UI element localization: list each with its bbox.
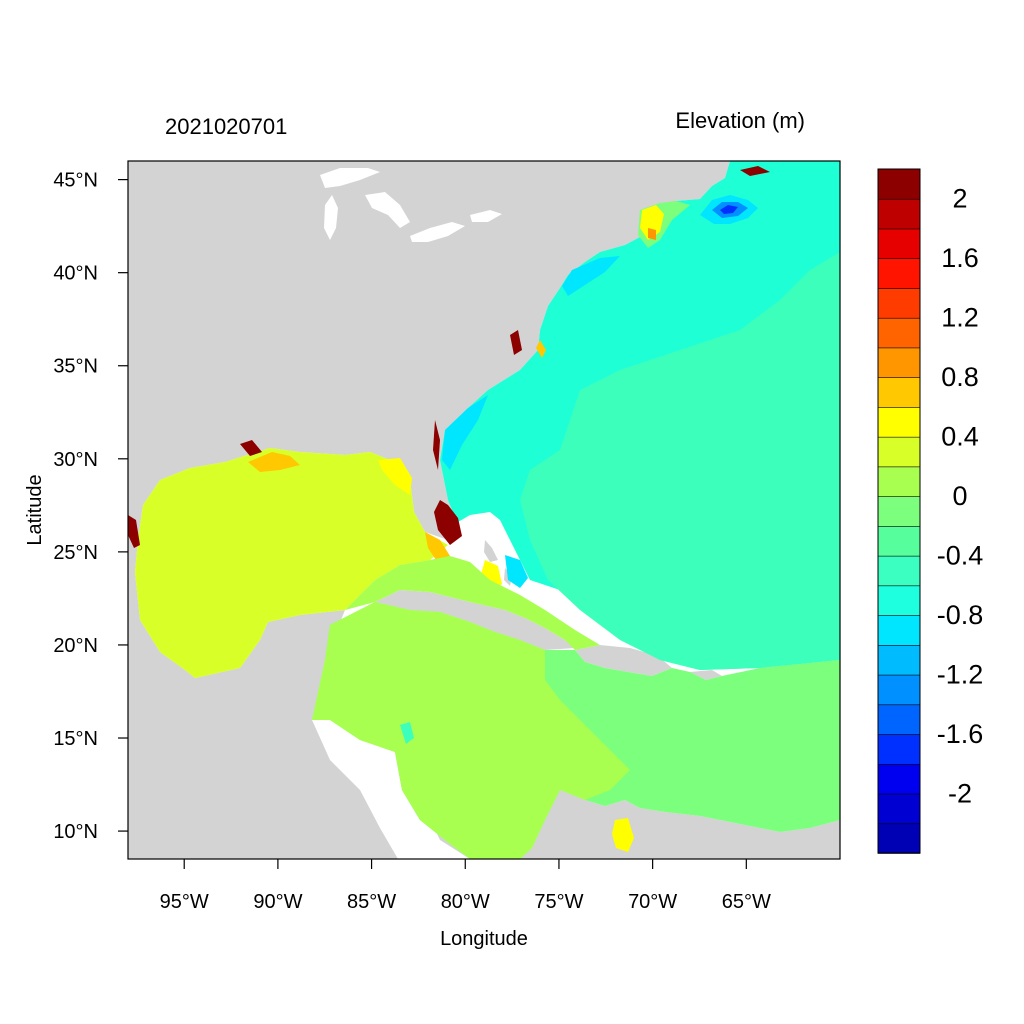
x-tick-label: 65°W — [722, 891, 771, 913]
y-tick-label: 20°N — [53, 635, 98, 657]
colorbar-swatch — [877, 347, 921, 378]
colorbar-swatch — [877, 168, 921, 200]
colorbar-swatch — [877, 704, 921, 735]
colorbar-tick-label: 1.2 — [941, 303, 979, 333]
y-tick-label: 30°N — [53, 449, 98, 471]
colorbar-swatch — [877, 287, 921, 319]
colorbar-swatch — [877, 317, 921, 349]
y-tick-label: 10°N — [53, 821, 98, 843]
x-tick-label: 95°W — [160, 891, 209, 913]
coastal-surge-markers — [128, 166, 770, 548]
colorbar-tick-label: 1.6 — [941, 243, 979, 273]
y-tick-label: 25°N — [53, 542, 98, 564]
colorbar-swatch — [877, 674, 921, 706]
caribbean-sea — [312, 556, 840, 859]
map-frame — [127, 160, 841, 860]
colorbar-swatch — [877, 555, 921, 587]
colorbar-tick-label: -2 — [948, 779, 972, 809]
colorbar-tick-label: 0 — [952, 481, 967, 511]
colorbar-tick-label: 2 — [952, 184, 967, 214]
colorbar-tick-label: -0.8 — [937, 600, 984, 630]
y-axis: 45°N 40°N 35°N 30°N 25°N 20°N 15°N 10°N — [53, 170, 128, 843]
colorbar: 2 1.6 1.2 0.8 0.4 0 -0.4 -0.8 -1.2 -1.6 -2 — [877, 168, 984, 854]
y-tick-label: 40°N — [53, 263, 98, 285]
colorbar-swatch — [877, 228, 921, 260]
colorbar-swatch — [877, 793, 921, 825]
gulf-of-mexico — [135, 448, 502, 678]
y-tick-label: 35°N — [53, 356, 98, 378]
great-lakes — [320, 168, 502, 242]
colorbar-swatch — [877, 644, 921, 676]
x-tick-label: 90°W — [253, 891, 302, 913]
x-axis-title: Longitude — [440, 928, 528, 950]
colorbar-swatch — [877, 495, 921, 527]
colorbar-tick-label: -1.6 — [937, 719, 984, 749]
y-axis-title: Latitude — [24, 474, 46, 545]
colorbar-swatch — [877, 406, 921, 438]
colorbar-swatch — [877, 436, 921, 468]
x-axis: 95°W 90°W 85°W 80°W 75°W 70°W 65°W — [160, 859, 771, 913]
colorbar-frame — [877, 168, 921, 854]
colorbar-swatch — [877, 585, 921, 616]
map-title-variable: Elevation (m) — [675, 108, 805, 133]
map-panel — [128, 161, 840, 859]
x-tick-label: 70°W — [628, 891, 677, 913]
colorbar-swatch — [877, 614, 921, 646]
x-tick-label: 85°W — [347, 891, 396, 913]
x-tick-label: 80°W — [441, 891, 490, 913]
atlantic-ocean — [440, 161, 840, 670]
colorbar-tick-label: 0.4 — [941, 422, 979, 452]
colorbar-swatch — [877, 763, 921, 795]
colorbar-swatch — [877, 733, 921, 765]
y-tick-label: 15°N — [53, 728, 98, 750]
colorbar-swatch — [877, 376, 921, 408]
colorbar-swatch — [877, 822, 921, 854]
colorbar-swatch — [877, 525, 921, 557]
colorbar-swatch — [877, 198, 921, 230]
colorbar-swatch — [877, 466, 921, 497]
colorbar-tick-label: 0.8 — [941, 362, 979, 392]
colorbar-tick-label: -1.2 — [937, 660, 984, 690]
y-tick-label: 45°N — [53, 170, 98, 192]
map-title-timestamp: 2021020701 — [165, 114, 287, 139]
x-tick-label: 75°W — [534, 891, 583, 913]
colorbar-tick-label: -0.4 — [937, 541, 984, 571]
colorbar-swatch — [877, 257, 921, 289]
